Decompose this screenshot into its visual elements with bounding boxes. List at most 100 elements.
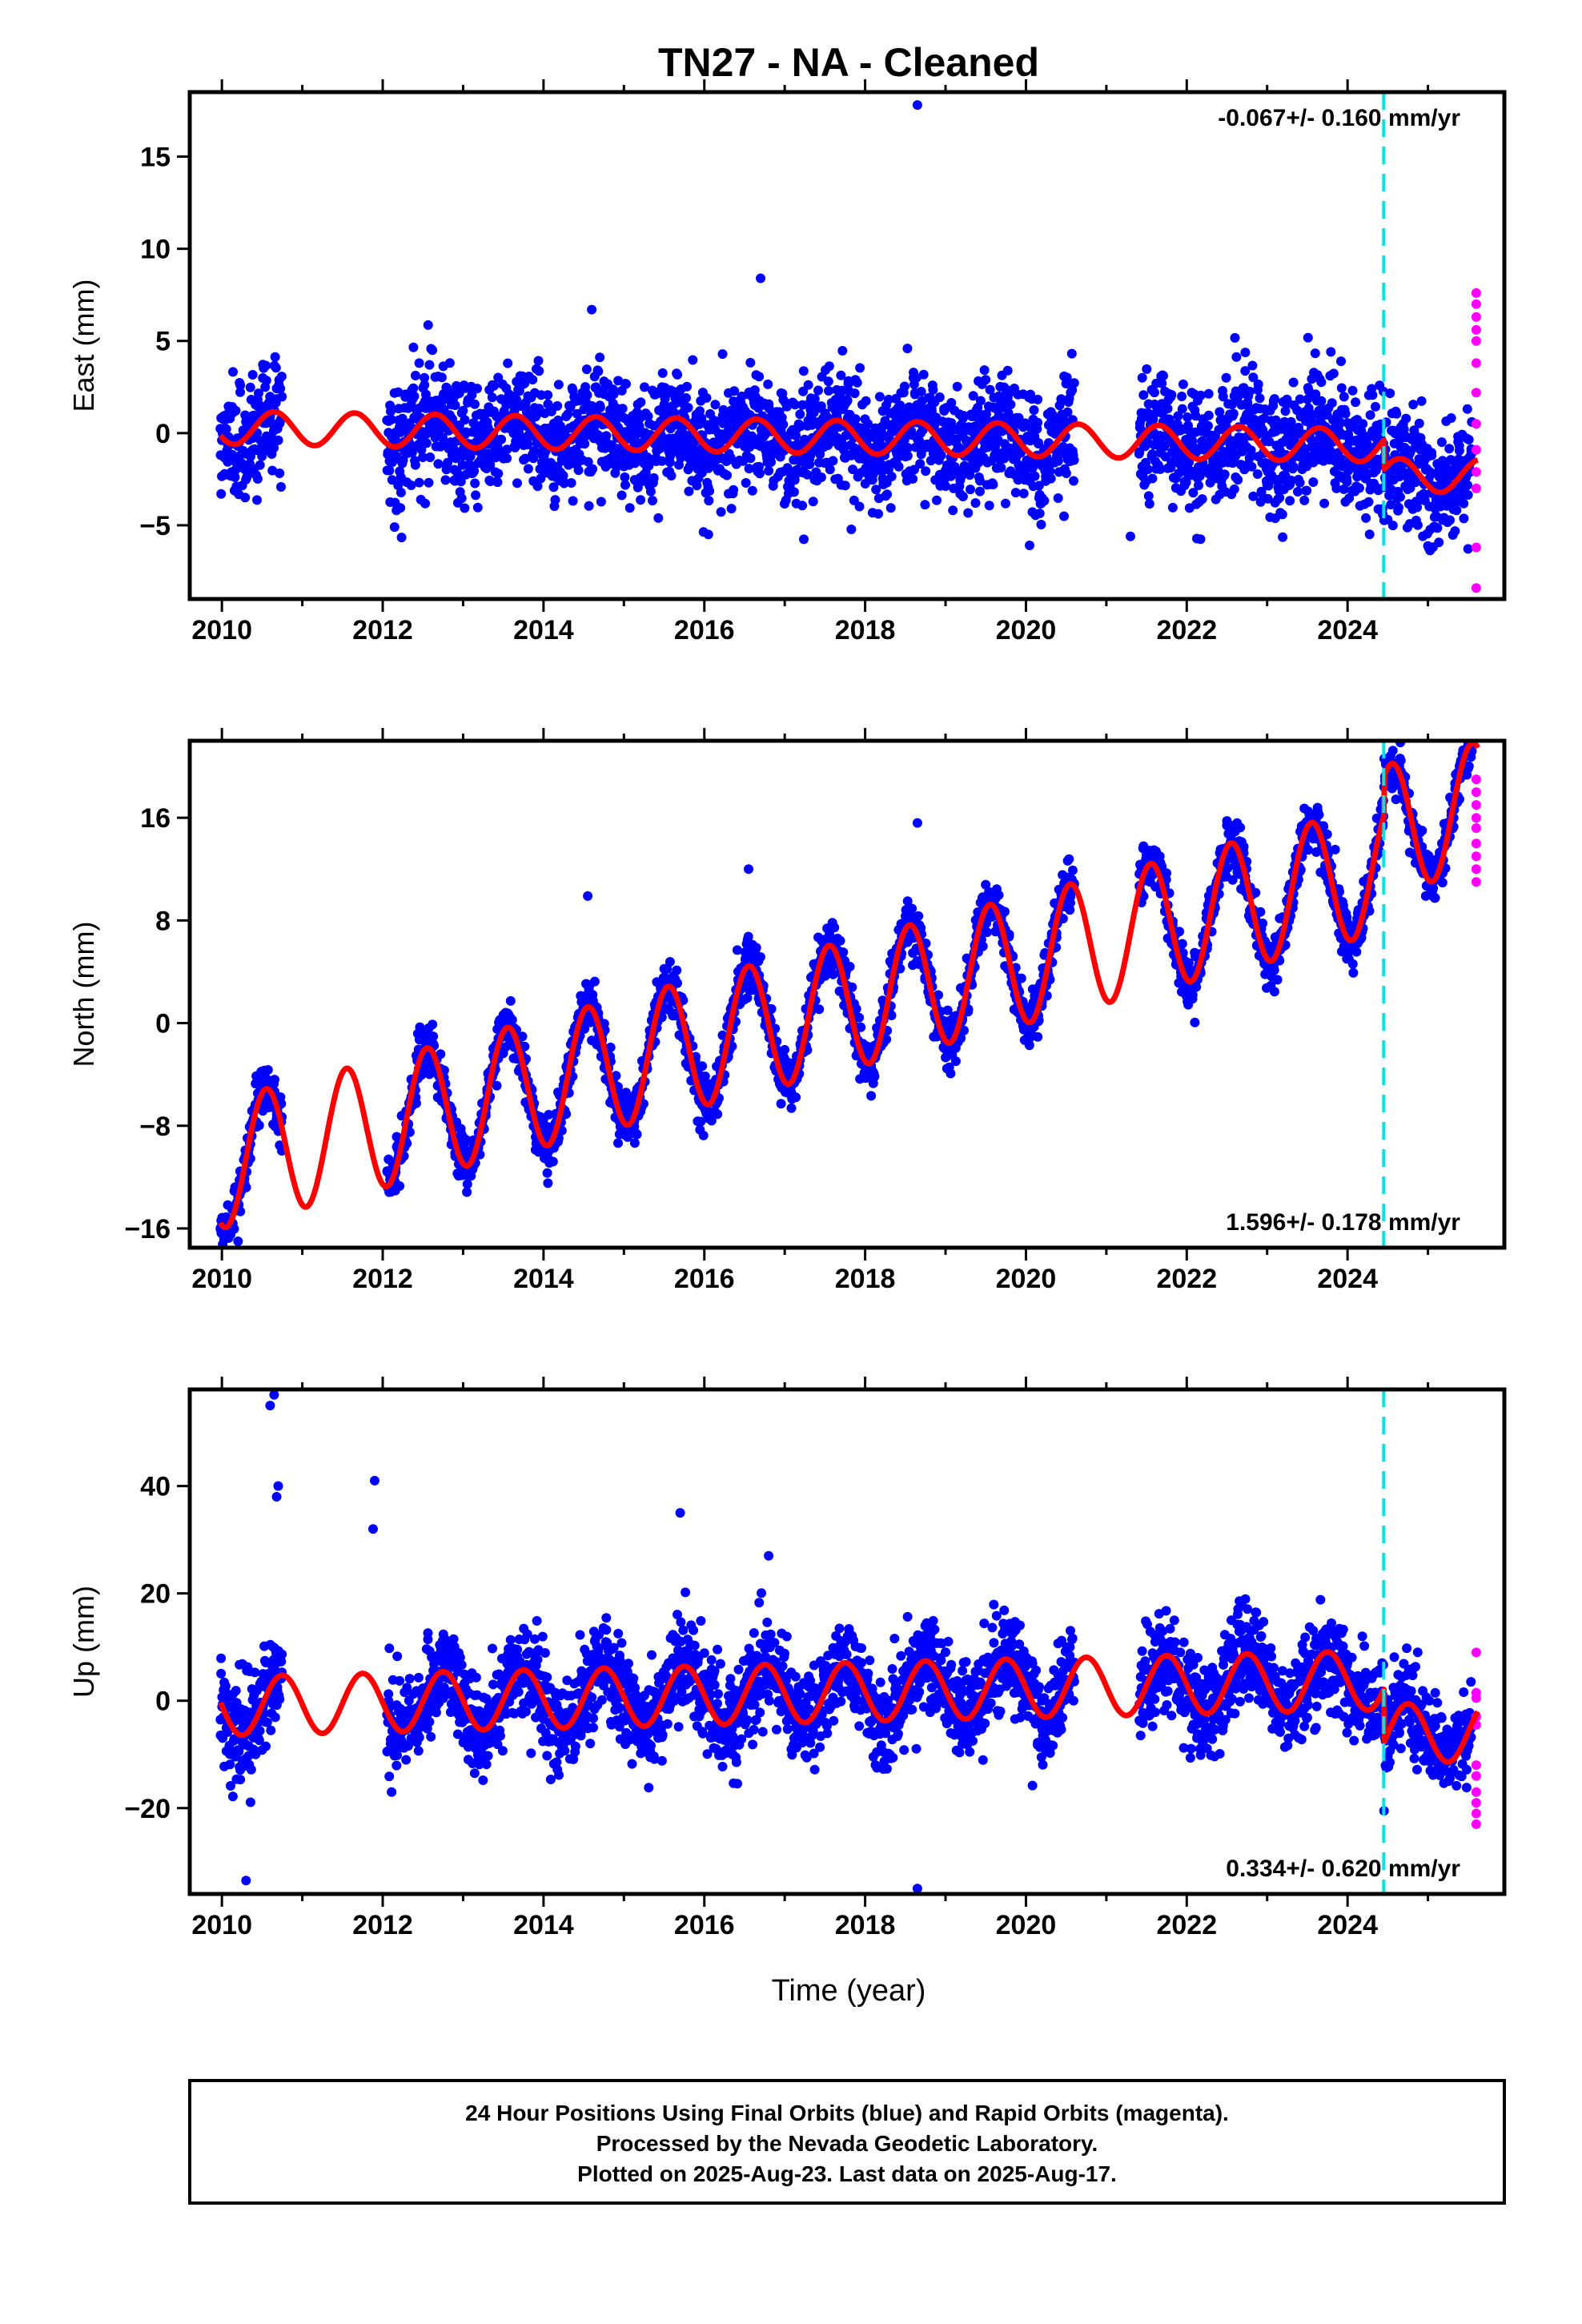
east-final-point: [414, 358, 424, 368]
east-final-point: [1255, 497, 1266, 507]
east-final-point: [1188, 488, 1199, 498]
east-final-point: [1184, 457, 1195, 468]
north-final-point: [907, 903, 917, 914]
east-final-point: [421, 438, 432, 448]
east-final-point: [493, 468, 504, 479]
north-final-point: [791, 1092, 801, 1103]
east-final-point: [543, 390, 553, 400]
east-final-point: [656, 456, 667, 466]
east-final-point: [909, 464, 919, 475]
east-final-point: [1029, 405, 1039, 415]
east-final-point: [1263, 493, 1273, 504]
north-final-point: [950, 1056, 961, 1067]
east-final-point: [617, 404, 628, 414]
east-final-point: [1253, 379, 1263, 389]
east-final-orbit-points: [215, 100, 1477, 556]
east-final-point: [1351, 397, 1361, 408]
east-final-point: [1001, 498, 1010, 509]
east-final-point: [1247, 461, 1257, 472]
east-final-point: [640, 382, 649, 392]
east-final-point: [893, 461, 904, 472]
east-final-point: [228, 367, 238, 377]
east-final-point: [634, 421, 644, 432]
east-final-point: [1303, 332, 1313, 343]
north-final-point: [543, 1178, 553, 1188]
east-x-tick-label: 2022: [1156, 615, 1217, 645]
north-final-point: [632, 1129, 642, 1140]
east-final-point: [1445, 515, 1455, 525]
east-final-point: [1426, 469, 1436, 480]
east-final-point: [1142, 464, 1153, 475]
east-rapid-point: [1471, 467, 1481, 477]
east-final-point: [1286, 475, 1296, 485]
east-final-point: [444, 358, 455, 368]
east-final-point: [1197, 494, 1207, 505]
north-final-point: [835, 935, 845, 946]
east-final-point: [1361, 513, 1371, 523]
north-final-point: [548, 1156, 558, 1167]
east-final-point: [1412, 520, 1423, 530]
east-final-point: [1144, 499, 1154, 509]
east-x-tick-label: 2024: [1317, 615, 1378, 645]
north-final-point: [1000, 907, 1010, 917]
east-final-point: [791, 430, 801, 440]
east-final-point: [438, 432, 448, 443]
north-final-point: [866, 1091, 877, 1101]
east-final-point: [1177, 392, 1187, 401]
east-final-point: [1414, 418, 1424, 428]
east-final-point: [418, 452, 428, 462]
east-outlier-point: [756, 273, 765, 283]
east-final-point: [1459, 513, 1469, 524]
east-final-point: [512, 478, 522, 489]
east-final-point: [860, 479, 870, 489]
east-final-point: [717, 349, 728, 360]
east-final-point: [1230, 332, 1240, 343]
east-final-point: [1358, 419, 1368, 429]
east-final-point: [469, 466, 480, 476]
east-final-point: [1277, 509, 1287, 520]
east-final-point: [1066, 348, 1077, 359]
east-final-point: [754, 372, 765, 382]
east-y-tick-label: 0: [155, 419, 171, 449]
east-final-point: [674, 460, 684, 470]
east-final-point: [1427, 450, 1437, 460]
east-final-point: [697, 413, 707, 424]
east-final-point: [1288, 461, 1299, 472]
east-final-point: [1364, 529, 1375, 540]
east-rapid-point: [1471, 542, 1481, 553]
east-final-point: [584, 501, 594, 511]
north-final-point: [254, 1120, 264, 1131]
east-final-point: [722, 470, 732, 480]
east-final-point: [996, 463, 1006, 472]
east-rapid-point: [1471, 583, 1481, 593]
east-final-point: [440, 394, 450, 404]
east-final-point: [936, 450, 946, 460]
east-final-point: [789, 400, 800, 410]
east-final-point: [1018, 489, 1029, 499]
east-final-point: [573, 465, 584, 476]
east-final-point: [824, 386, 833, 396]
north-final-point: [1024, 1040, 1034, 1051]
east-final-point: [1069, 476, 1078, 486]
east-final-point: [1256, 486, 1267, 497]
east-final-point: [489, 380, 499, 391]
east-final-point: [763, 379, 773, 389]
east-final-point: [1339, 484, 1349, 494]
east-final-point: [952, 381, 962, 392]
east-final-point: [689, 437, 699, 448]
north-final-point: [982, 927, 992, 938]
east-final-point: [653, 513, 664, 523]
east-final-point: [245, 382, 255, 392]
east-rapid-point: [1471, 299, 1481, 309]
east-final-point: [581, 364, 592, 375]
east-final-point: [1150, 388, 1159, 398]
east-final-point: [918, 369, 929, 380]
north-final-point: [780, 1044, 790, 1055]
east-final-point: [934, 392, 945, 402]
east-final-point: [852, 377, 862, 388]
east-final-point: [1394, 502, 1403, 513]
east-final-point: [643, 411, 653, 421]
east-model-fit-line: [218, 408, 1480, 496]
east-final-point: [1203, 420, 1213, 431]
east-final-point: [958, 492, 968, 501]
